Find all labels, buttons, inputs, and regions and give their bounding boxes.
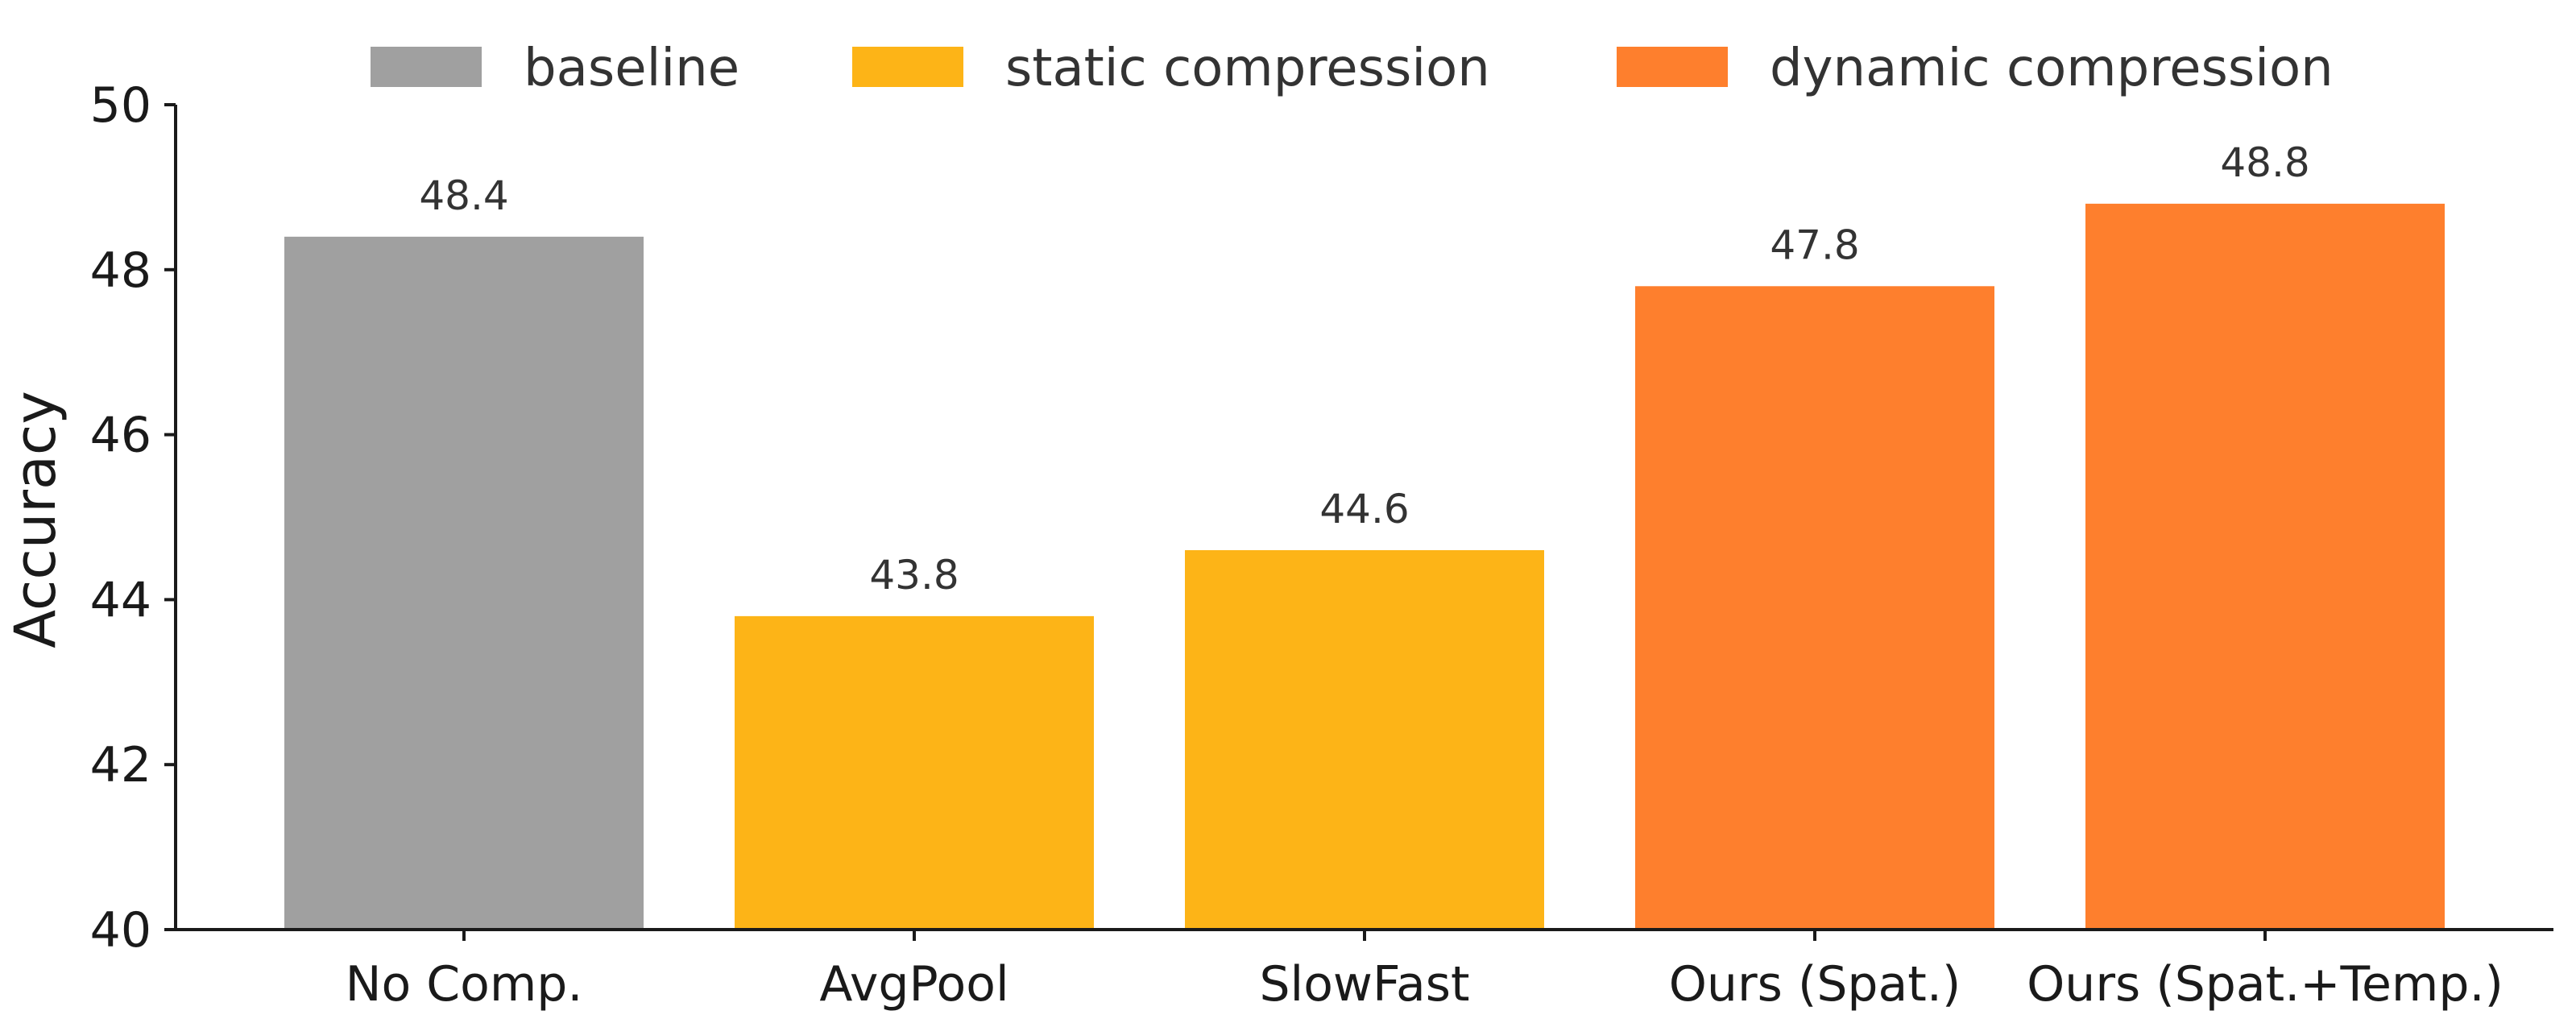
y-tick-label: 40 bbox=[90, 902, 151, 959]
y-tick-label: 44 bbox=[90, 572, 151, 628]
legend-label-1: baseline bbox=[524, 39, 739, 98]
bars bbox=[284, 203, 2445, 930]
legend-swatch-1 bbox=[371, 47, 482, 87]
legend-swatch-3 bbox=[1617, 47, 1728, 87]
x-axis-ticks: No Comp. AvgPool SlowFast Ours (Spat.) Ours … bbox=[346, 930, 2504, 1013]
y-tick-label: 46 bbox=[90, 408, 151, 464]
bar-4 bbox=[1635, 286, 1994, 930]
x-tick-label-4: Ours (Spat.) bbox=[1669, 956, 1961, 1013]
y-tick-label: 50 bbox=[90, 77, 151, 134]
legend-swatch-2 bbox=[852, 47, 963, 87]
x-tick-label-1: No Comp. bbox=[346, 956, 583, 1013]
y-axis-label: Accuracy bbox=[2, 391, 68, 648]
y-tick-label: 48 bbox=[90, 242, 151, 299]
data-label-1: 48.4 bbox=[419, 172, 508, 219]
x-tick-label-5: Ours (Spat.+Temp.) bbox=[2027, 956, 2504, 1013]
data-label-4: 47.8 bbox=[1770, 222, 1859, 268]
x-tick-label-2: AvgPool bbox=[819, 956, 1008, 1013]
legend-label-3: dynamic compression bbox=[1770, 39, 2334, 98]
data-label-3: 44.6 bbox=[1319, 486, 1409, 532]
legend: baseline static compression dynamic compre… bbox=[371, 39, 2334, 98]
data-labels: 48.4 43.8 44.6 47.8 48.8 bbox=[419, 139, 2309, 599]
bar-5 bbox=[2085, 203, 2445, 930]
data-label-2: 43.8 bbox=[869, 552, 959, 599]
bar-1 bbox=[284, 236, 644, 930]
bar-2 bbox=[735, 615, 1094, 930]
legend-label-2: static compression bbox=[1005, 39, 1490, 98]
x-tick-label-3: SlowFast bbox=[1259, 956, 1469, 1013]
bar-3 bbox=[1185, 549, 1544, 930]
data-label-5: 48.8 bbox=[2220, 139, 2309, 186]
y-tick-label: 42 bbox=[90, 737, 151, 793]
y-axis-ticks: 40 42 44 46 48 50 bbox=[90, 77, 176, 959]
